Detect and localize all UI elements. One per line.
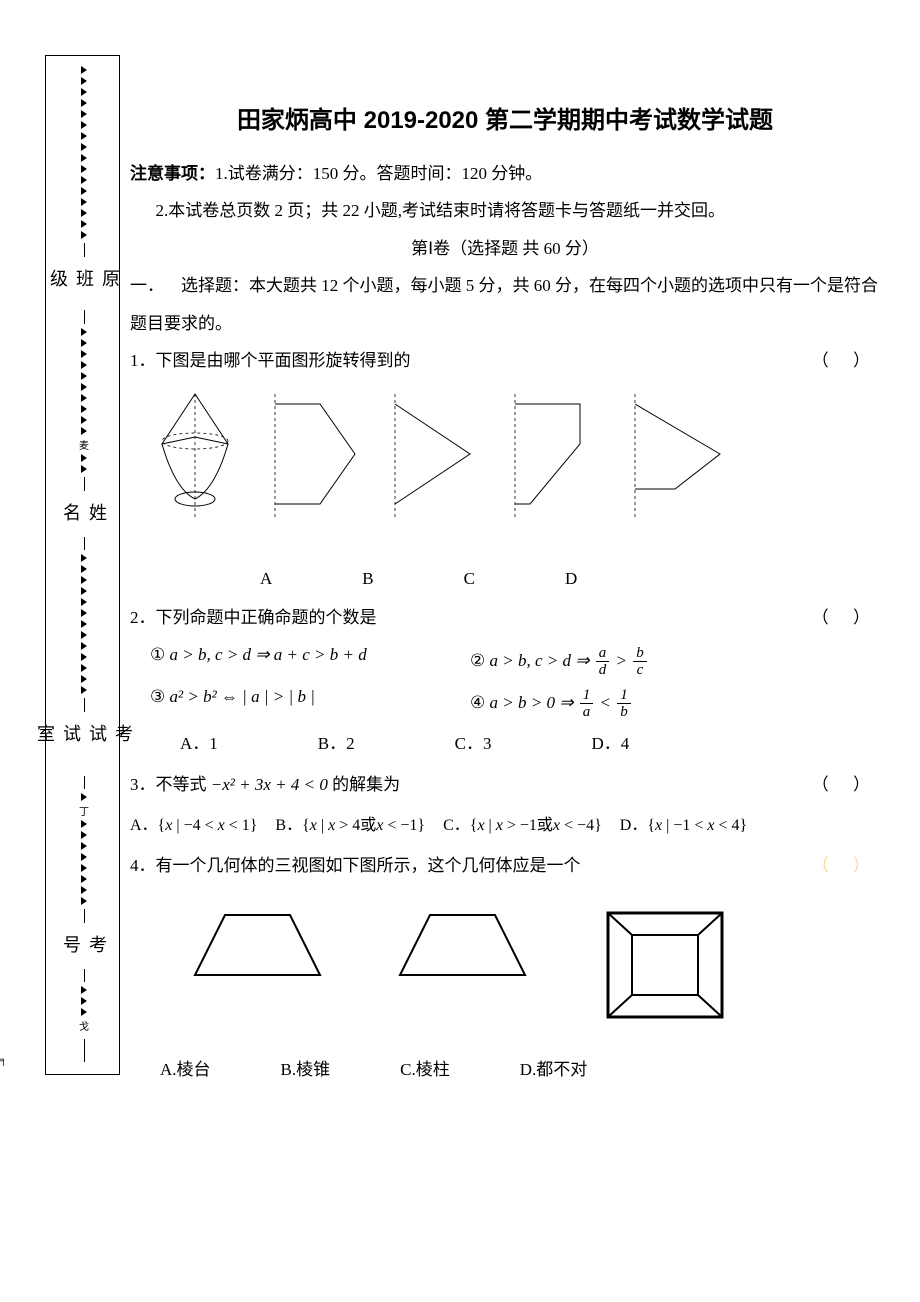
exam-title: 田家炳高中 2019-2020 第二学期期中考试数学试题 xyxy=(130,100,880,135)
q1-opt-a: A xyxy=(260,569,272,589)
notice-line-1: 注意事项：1.试卷满分：150 分。答题时间：120 分钟。 xyxy=(130,155,880,192)
q4-opts: A.棱台 B.棱锥 C.棱柱 D.都不对 xyxy=(160,1055,880,1080)
q4: 4．有一个几何体的三视图如下图所示，这个几何体应是一个 （ ） xyxy=(130,847,880,884)
q3-text: 3．不等式 −x² + 3x + 4 < 0 的解集为 xyxy=(130,766,400,803)
q2-f2: ② a > b, c > d ⇒ ad > bc xyxy=(470,645,880,679)
triangles-3 xyxy=(81,554,87,694)
section1-text: 选择题：本大题共 12 个小题，每小题 5 分，共 60 分，在每四个小题的选项… xyxy=(130,276,878,332)
q1-shape-d-icon xyxy=(630,389,730,519)
trapezoid-2-icon xyxy=(395,905,530,985)
q4-paren: （ ） xyxy=(812,847,880,884)
q1-opts: A B C D xyxy=(260,569,880,589)
triangles-2 xyxy=(81,328,87,435)
q2-opt-d: D．4 xyxy=(591,729,629,754)
q1: 1．下图是由哪个平面图形旋转得到的 （ ） xyxy=(130,342,880,379)
q1-opt-c: C xyxy=(464,569,475,589)
triangles-2b xyxy=(81,454,87,473)
triangles-1 xyxy=(81,66,87,239)
notice-1-text: 1.试卷满分：150 分。答题时间：120 分钟。 xyxy=(215,164,542,183)
exam-sidebar: 原班级 麦 姓名 考试试室 丁 考号 戈 xyxy=(45,55,120,1075)
triangles-4b xyxy=(81,820,87,905)
q4-opt-a: A.棱台 xyxy=(160,1055,211,1080)
trapezoid-1-icon xyxy=(190,905,325,985)
sidebar-label-room: 考试试室 xyxy=(32,724,136,764)
q3-opt-a: A．{x | −4 < x < 1} xyxy=(130,811,257,835)
q4-opt-b: B.棱锥 xyxy=(281,1055,331,1080)
sidebar-label-name: 姓名 xyxy=(58,503,110,525)
q2-opts: A．1 B．2 C．3 D．4 xyxy=(180,729,880,754)
exam-content: 田家炳高中 2019-2020 第二学期期中考试数学试题 注意事项：1.试卷满分… xyxy=(130,100,880,1080)
triangles-5 xyxy=(81,986,87,1016)
q4-opt-d: D.都不对 xyxy=(520,1055,588,1080)
sidebar-label-id: 考号 xyxy=(58,935,110,957)
q2-opt-c: C．3 xyxy=(455,729,492,754)
section1-label: 一． xyxy=(130,276,164,295)
q2-row2: ③ a² > b² ⇔ | a | > | b | ④ a > b > 0 ⇒ … xyxy=(130,687,880,721)
q1-opt-d: D xyxy=(565,569,577,589)
section-1: 一． 选择题：本大题共 12 个小题，每小题 5 分，共 60 分，在每四个小题… xyxy=(130,267,880,342)
q1-shape-c-icon xyxy=(510,389,600,519)
q2-opt-b: B．2 xyxy=(318,729,355,754)
q1-solid-icon xyxy=(150,389,240,519)
top-view-icon xyxy=(600,905,730,1025)
q1-shape-b-icon xyxy=(390,389,480,519)
q1-shapes xyxy=(150,389,880,519)
q3-opt-c: C．{x | x > −1或x < −4} xyxy=(443,811,602,835)
q4-text: 4．有一个几何体的三视图如下图所示，这个几何体应是一个 xyxy=(130,847,581,884)
q3: 3．不等式 −x² + 3x + 4 < 0 的解集为 （ ） xyxy=(130,766,880,803)
notice-label: 注意事项： xyxy=(130,164,215,183)
tiny-1: 麦 xyxy=(79,437,89,452)
part1-header: 第Ⅰ卷（选择题 共 60 分） xyxy=(130,230,880,267)
q4-views xyxy=(190,905,880,1025)
page-cut-mark: ╕ xyxy=(0,1055,8,1073)
triangles-4 xyxy=(81,793,87,801)
q2: 2．下列命题中正确命题的个数是 （ ） xyxy=(130,599,880,636)
q2-opt-a: A．1 xyxy=(180,729,218,754)
q1-shape-a-icon xyxy=(270,389,360,519)
sidebar-inner: 原班级 麦 姓名 考试试室 丁 考号 戈 xyxy=(71,66,97,1066)
tiny-3: 戈 xyxy=(79,1018,89,1033)
q2-f1: ① a > b, c > d ⇒ a + c > b + d xyxy=(150,645,470,679)
q4-opt-c: C.棱柱 xyxy=(400,1055,450,1080)
q3-paren: （ ） xyxy=(812,766,880,803)
q2-f4: ④ a > b > 0 ⇒ 1a < 1b xyxy=(470,687,880,721)
q3-opts: A．{x | −4 < x < 1} B．{x | x > 4或x < −1} … xyxy=(130,811,880,835)
q3-opt-d: D．{x | −1 < x < 4} xyxy=(620,811,747,835)
q1-paren: （ ） xyxy=(812,342,880,379)
notice-line-2: 2.本试卷总页数 2 页；共 22 小题,考试结束时请将答题卡与答题纸一并交回。 xyxy=(130,192,880,229)
tiny-2: 丁 xyxy=(79,803,89,818)
q3-opt-b: B．{x | x > 4或x < −1} xyxy=(275,811,425,835)
sidebar-label-class: 原班级 xyxy=(45,269,123,299)
q2-f3: ③ a² > b² ⇔ | a | > | b | xyxy=(150,687,470,721)
q2-text: 2．下列命题中正确命题的个数是 xyxy=(130,599,377,636)
q2-paren: （ ） xyxy=(812,599,880,636)
q1-opt-b: B xyxy=(362,569,373,589)
q2-row1: ① a > b, c > d ⇒ a + c > b + d ② a > b, … xyxy=(130,645,880,679)
q1-text: 1．下图是由哪个平面图形旋转得到的 xyxy=(130,342,411,379)
